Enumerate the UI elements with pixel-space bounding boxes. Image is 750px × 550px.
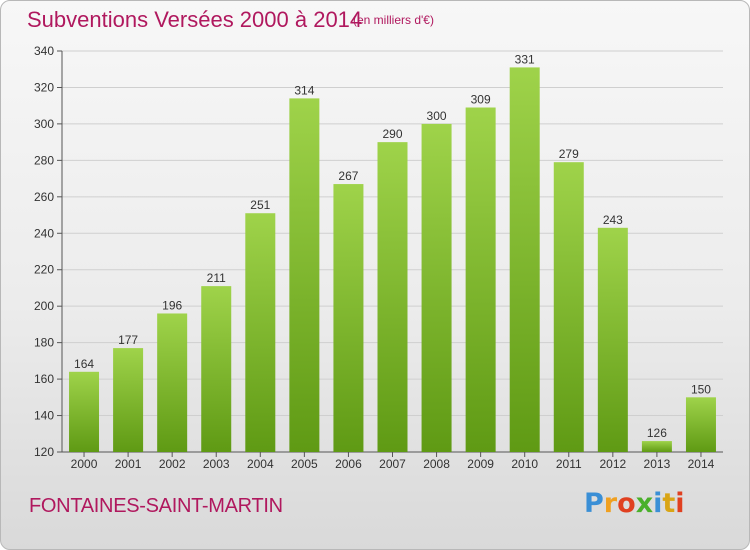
logo-letter: r	[603, 488, 618, 519]
bar-2012	[597, 227, 628, 452]
commune-name: FONTAINES-SAINT-MARTIN	[29, 495, 283, 517]
x-tick-label-2006: 2006	[335, 457, 362, 471]
bar-2002	[157, 313, 188, 452]
value-label-2004: 251	[250, 198, 270, 212]
y-tick-label: 340	[34, 44, 54, 58]
proxiti-logo[interactable]: Proxiti	[584, 488, 685, 519]
y-tick-label: 240	[34, 226, 54, 240]
y-tick-label: 140	[34, 409, 54, 423]
x-tick-label-2004: 2004	[247, 457, 274, 471]
y-tick-label: 220	[34, 263, 54, 277]
value-label-2012: 243	[603, 213, 623, 227]
x-tick-label-2001: 2001	[115, 457, 142, 471]
y-tick-label: 300	[34, 117, 54, 131]
value-label-2007: 290	[382, 127, 402, 141]
value-label-2005: 314	[294, 83, 314, 97]
y-tick-label: 260	[34, 190, 54, 204]
value-label-2013: 126	[647, 426, 667, 440]
bar-2014	[685, 397, 716, 452]
value-labels: 164 177 196 211 251 314 267 290 300 309 331 279 243 1…	[74, 52, 711, 440]
y-tick-label: 160	[34, 372, 54, 386]
bar-2007	[377, 142, 408, 453]
bar-2009	[465, 107, 496, 452]
y-tick-label: 120	[34, 445, 54, 459]
x-tick-label-2013: 2013	[644, 457, 671, 471]
x-tick-label-2008: 2008	[423, 457, 450, 471]
value-label-2002: 196	[162, 298, 182, 312]
x-tick-label-2009: 2009	[467, 457, 494, 471]
x-tick-label-2010: 2010	[511, 457, 538, 471]
value-label-2009: 309	[471, 93, 491, 107]
y-tick-label: 280	[34, 153, 54, 167]
bar-2008	[421, 123, 452, 452]
logo-letter: x	[635, 488, 654, 519]
x-tick-label-2005: 2005	[291, 457, 318, 471]
value-label-2014: 150	[691, 382, 711, 396]
x-tick-label-2000: 2000	[71, 457, 98, 471]
y-tick-label: 180	[34, 336, 54, 350]
x-tick-label-2002: 2002	[159, 457, 186, 471]
bar-2000	[69, 371, 100, 452]
logo-letter: i	[675, 488, 685, 519]
value-label-2010: 331	[515, 52, 535, 66]
value-label-2008: 300	[427, 109, 447, 123]
x-tick-label-2011: 2011	[556, 457, 582, 471]
chart-unit-subtitle: (en milliers d'€)	[353, 13, 434, 27]
bar-2013	[641, 441, 672, 452]
bar-2011	[553, 162, 584, 452]
value-label-2003: 211	[207, 271, 226, 285]
bar-2005	[289, 98, 320, 453]
y-tick-label: 320	[34, 80, 54, 94]
value-label-2001: 177	[118, 333, 138, 347]
y-tick-label: 200	[34, 299, 54, 313]
value-label-2011: 279	[559, 147, 579, 161]
bar-2004	[245, 213, 276, 452]
logo-letter: i	[653, 488, 663, 519]
logo-letter: o	[617, 488, 636, 519]
bar-2001	[113, 348, 144, 452]
bar-2006	[333, 184, 364, 453]
value-label-2006: 267	[338, 169, 358, 183]
x-tick-label-2012: 2012	[599, 457, 626, 471]
bar-2010	[509, 67, 540, 453]
x-tick-label-2014: 2014	[688, 457, 715, 471]
chart-title: Subventions Versées 2000 à 2014	[27, 7, 363, 32]
x-tick-label-2007: 2007	[379, 457, 406, 471]
value-label-2000: 164	[74, 357, 94, 371]
bar-2003	[201, 286, 232, 452]
logo-letter: P	[584, 488, 604, 519]
bars	[69, 67, 716, 453]
x-tick-label-2003: 2003	[203, 457, 230, 471]
logo-letter: t	[662, 488, 676, 519]
